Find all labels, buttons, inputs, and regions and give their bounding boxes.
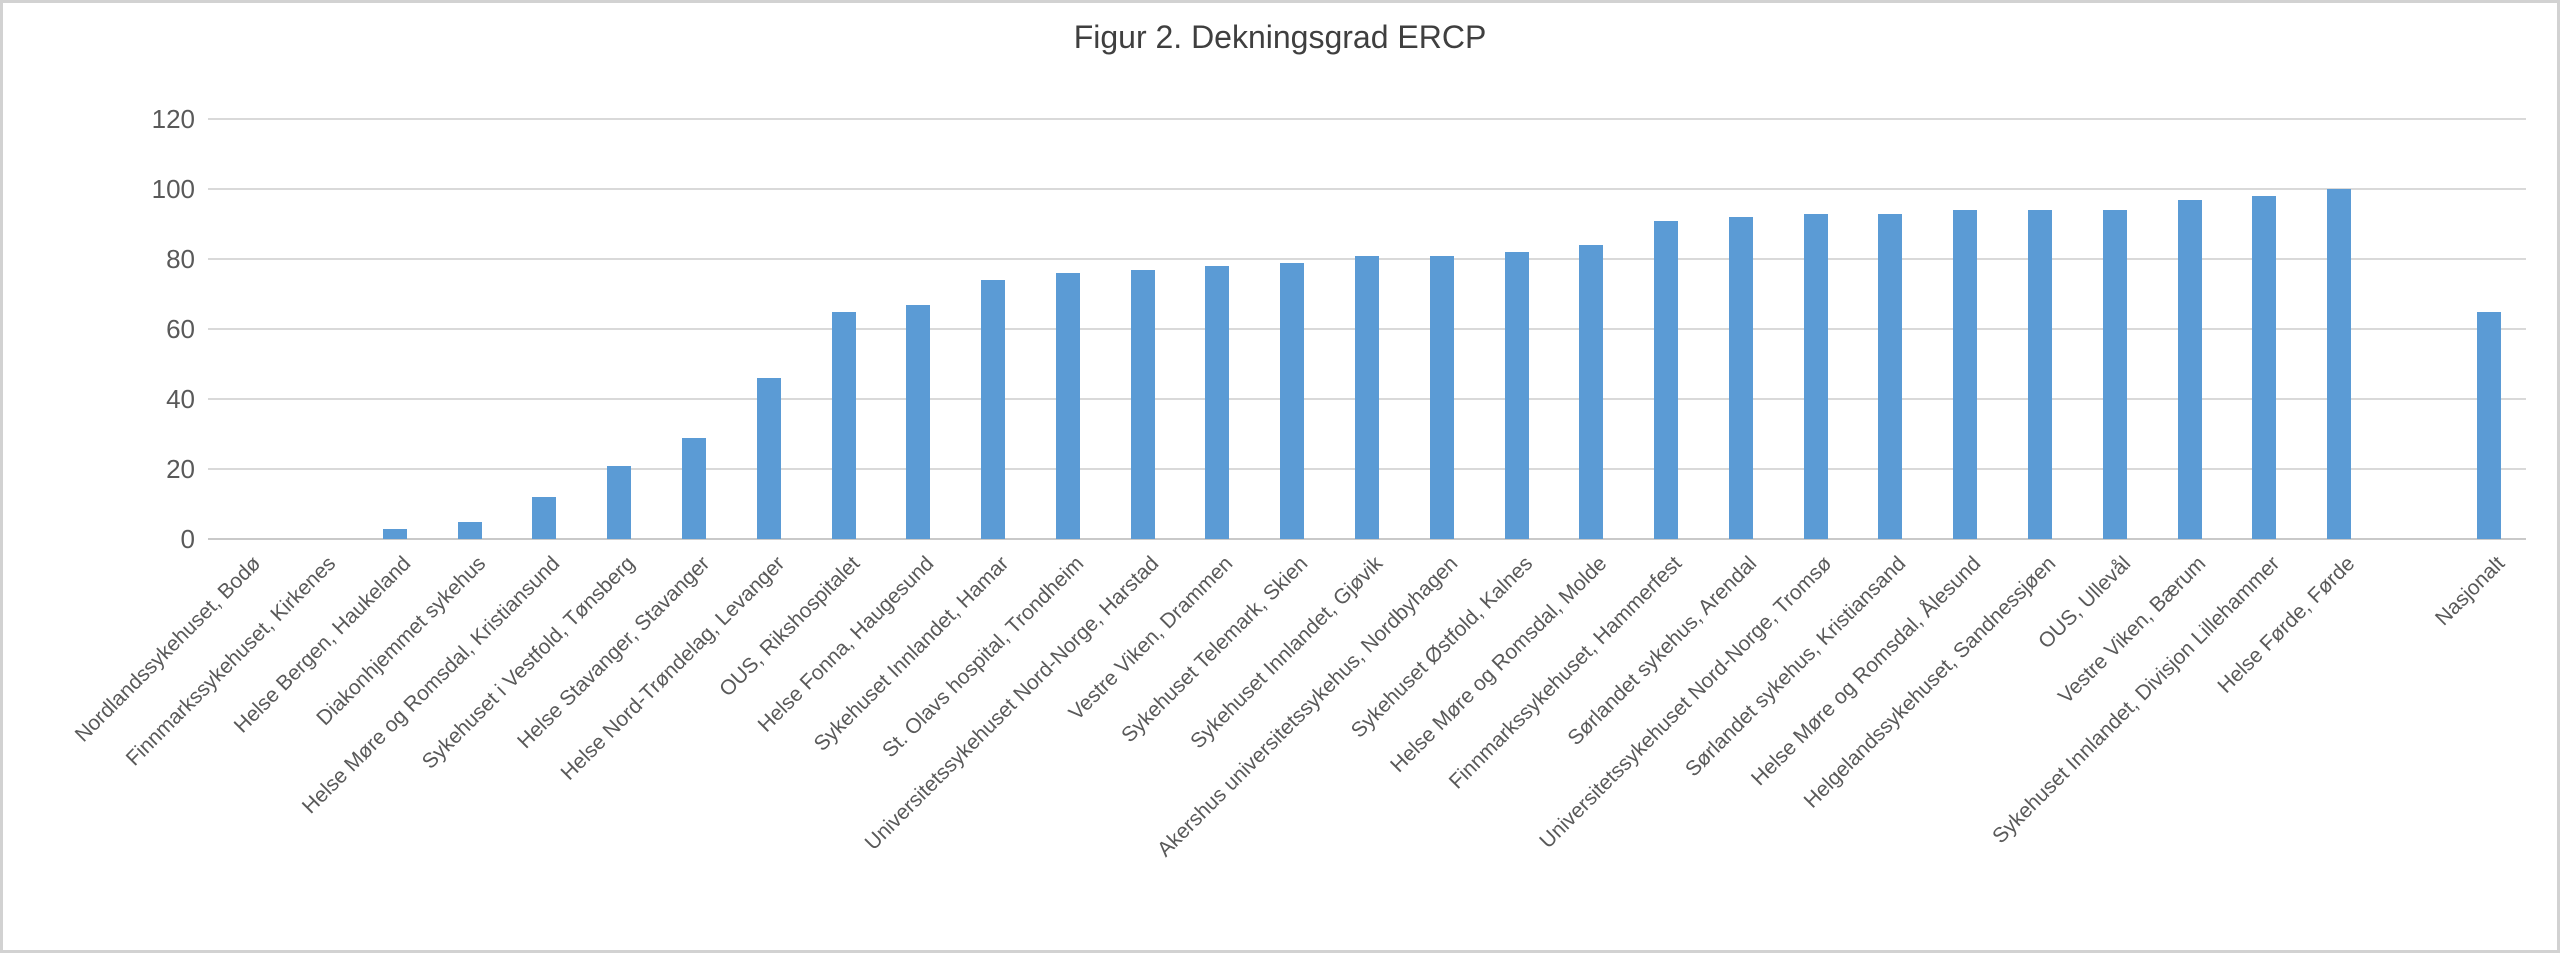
bar	[2476, 311, 2501, 539]
bar	[1579, 245, 1604, 539]
gridline	[208, 188, 2526, 190]
bar	[1803, 213, 1828, 539]
bar	[682, 437, 707, 539]
bar	[607, 465, 632, 539]
plot-area: 0 20 40 60 80 100 120 Nordlandssykehuset, Bodø…	[3, 3, 2557, 950]
bar	[1355, 255, 1379, 539]
bar	[2102, 210, 2127, 539]
bar	[1055, 273, 1080, 539]
bar	[1953, 210, 1978, 539]
bar	[1130, 269, 1155, 539]
bar	[1205, 266, 1230, 539]
bar	[532, 497, 557, 539]
y-axis-tick-label: 120	[151, 104, 195, 134]
bar	[756, 378, 781, 539]
bar	[1728, 217, 1753, 539]
bar	[1280, 262, 1305, 539]
y-axis-tick-label: 60	[166, 314, 195, 344]
bar	[1654, 220, 1679, 539]
y-axis-tick-label: 0	[180, 524, 195, 554]
bar	[457, 521, 482, 539]
gridline	[208, 118, 2526, 120]
bar	[2177, 199, 2202, 539]
chart-title: Figur 2. Dekningsgrad ERCP	[1073, 19, 1487, 55]
bar	[906, 304, 931, 539]
bar	[2327, 189, 2352, 539]
bar	[1878, 213, 1903, 539]
bar	[981, 280, 1006, 539]
x-axis-line	[208, 538, 2526, 540]
bar	[1429, 255, 1454, 539]
y-axis-tick-label: 40	[166, 384, 195, 414]
y-axis-tick-label: 80	[166, 244, 195, 274]
y-axis-tick-label: 20	[166, 454, 195, 484]
bar	[382, 528, 407, 539]
y-axis-tick-label: 100	[151, 174, 195, 204]
bar	[2027, 210, 2052, 539]
bar	[831, 311, 856, 539]
bar	[1504, 252, 1529, 539]
bar	[2252, 196, 2277, 539]
